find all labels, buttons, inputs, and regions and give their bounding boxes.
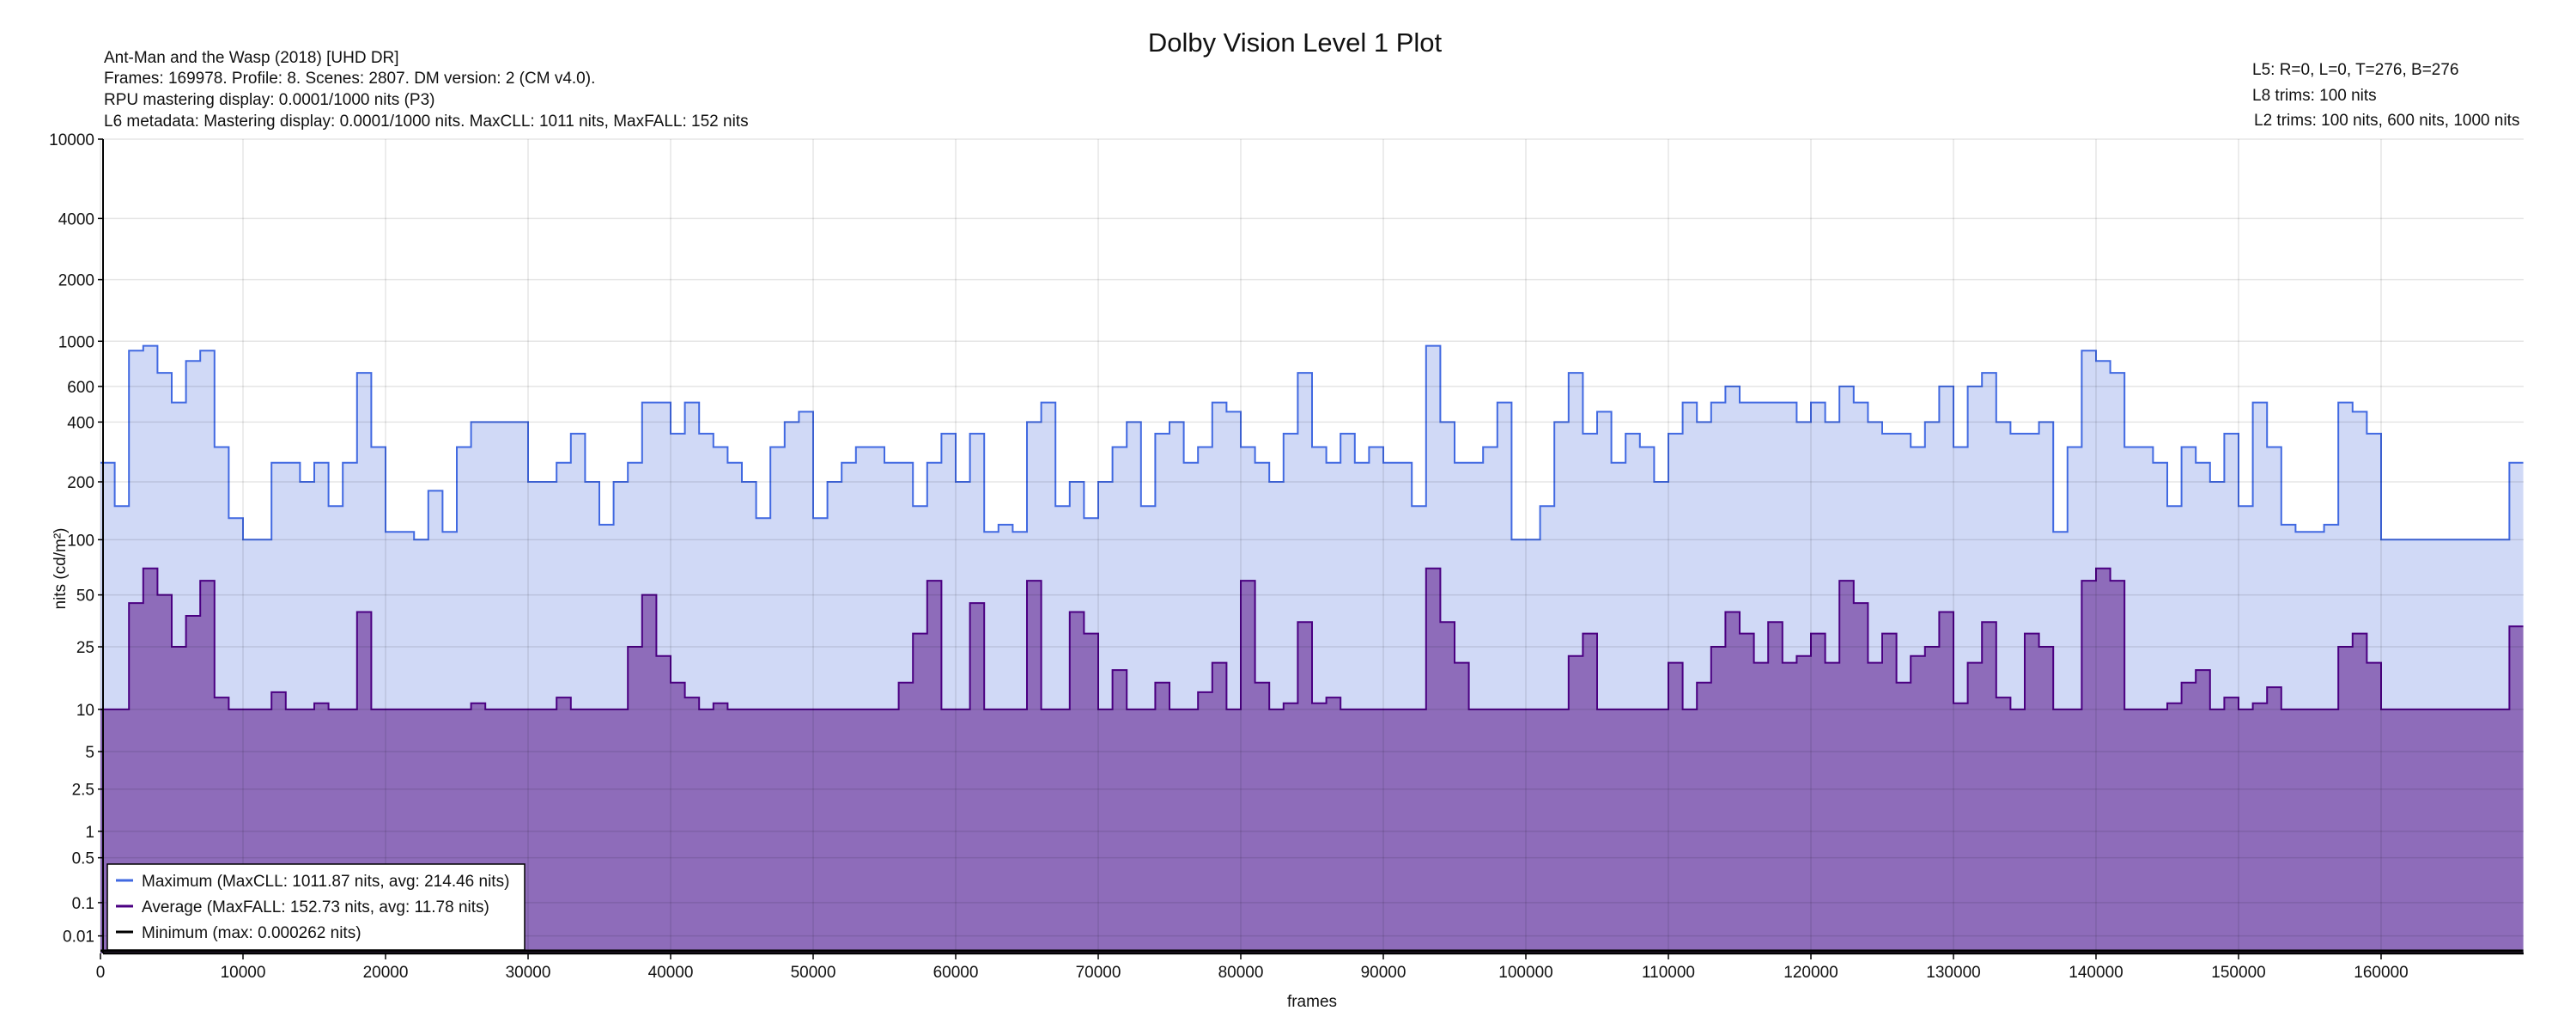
y-tick-label: 1 [85, 824, 94, 842]
axes-layer: 0.01 0.1 0.5 1 2.5 5 10 25 50 100 200 400 600 1000 200… [49, 131, 2524, 982]
x-tick-label: 130000 [1926, 964, 1980, 982]
x-tick-label: 80000 [1218, 964, 1264, 982]
series-line-maximum [100, 344, 2524, 541]
x-tick-label: 60000 [933, 964, 979, 982]
header-l5: L5: R=0, L=0, T=276, B=276 [2252, 61, 2459, 79]
x-tick-label: 110000 [1642, 964, 1695, 982]
y-tick-label: 2.5 [72, 782, 94, 800]
x-tick-label: 70000 [1076, 964, 1121, 982]
y-tick-label: 50 [76, 588, 94, 606]
header-l2-trims: L2 trims: 100 nits, 600 nits, 1000 nits [2254, 112, 2519, 130]
x-tick-label: 50000 [791, 964, 836, 982]
x-tick-label: 160000 [2354, 964, 2408, 982]
x-tick-label: 90000 [1361, 964, 1406, 982]
grid-layer [100, 138, 2524, 953]
y-axis-label: nits (cd/m²) [52, 528, 70, 610]
y-tick-label: 100 [67, 532, 94, 550]
legend: Maximum (MaxCLL: 1011.87 nits, avg: 214.… [106, 863, 526, 951]
y-tick-label: 1000 [58, 333, 94, 351]
x-tick-label: 30000 [506, 964, 551, 982]
series-line-average [100, 567, 2524, 710]
y-tick-label: 0.01 [63, 928, 94, 947]
legend-box [106, 863, 526, 951]
y-tick-label: 200 [67, 474, 94, 492]
y-tick-label: 10 [76, 702, 94, 720]
y-tick-label: 0.5 [72, 850, 94, 868]
series-average [100, 567, 2524, 953]
y-tick-label: 5 [85, 744, 94, 762]
x-tick-label: 100000 [1498, 964, 1552, 982]
chart-title: Dolby Vision Level 1 Plot [1148, 27, 1443, 58]
x-tick-label: 0 [96, 964, 106, 982]
legend-label-average: Average (MaxFALL: 152.73 nits, avg: 11.7… [142, 898, 489, 916]
x-tick-label: 120000 [1783, 964, 1838, 982]
x-tick-label: 20000 [363, 964, 409, 982]
legend-label-minimum: Minimum (max: 0.000262 nits) [142, 924, 361, 942]
y-tick-label: 2000 [58, 272, 94, 290]
x-tick-label: 10000 [221, 964, 266, 982]
legend-label-maximum: Maximum (MaxCLL: 1011.87 nits, avg: 214.… [142, 873, 509, 891]
header-rpu-mastering: RPU mastering display: 0.0001/1000 nits … [104, 91, 434, 109]
x-tick-label: 150000 [2211, 964, 2265, 982]
header-l6-metadata: L6 metadata: Mastering display: 0.0001/1… [104, 113, 749, 131]
series-layer [100, 344, 2524, 954]
y-tick-label: 10000 [49, 131, 94, 149]
x-tick-label: 40000 [648, 964, 694, 982]
y-tick-label: 600 [67, 379, 94, 397]
header-movie-title: Ant-Man and the Wasp (2018) [UHD DR] [104, 49, 399, 67]
x-tick-label: 140000 [2069, 964, 2123, 982]
y-tick-label: 4000 [58, 210, 94, 228]
y-tick-label: 25 [76, 639, 94, 657]
series-fill-average [100, 568, 2524, 953]
y-tick-label: 0.1 [72, 895, 94, 913]
y-tick-label: 400 [67, 414, 94, 432]
x-axis-label: frames [1287, 993, 1337, 1011]
header-frames-info: Frames: 169978. Profile: 8. Scenes: 2807… [104, 70, 595, 88]
header-l8-trims: L8 trims: 100 nits [2252, 87, 2377, 105]
